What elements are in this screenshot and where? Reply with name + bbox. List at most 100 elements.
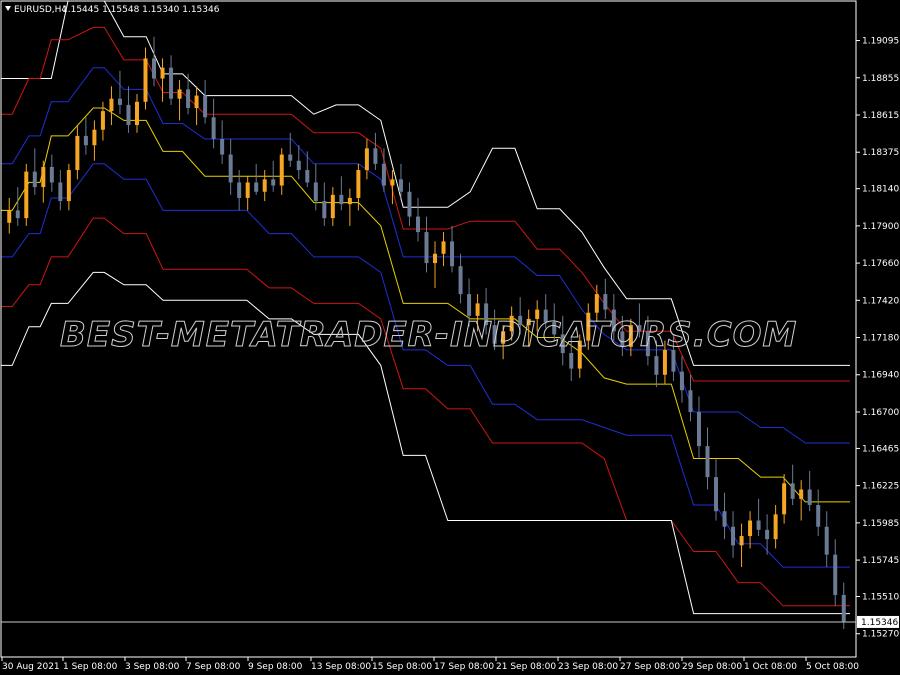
candle [594, 284, 599, 323]
y-tick-label: 1.16700 [862, 408, 899, 418]
candle [841, 582, 846, 630]
candle [501, 325, 506, 360]
current-price-marker: 1.15346 [1, 615, 899, 628]
candle-body [637, 325, 642, 332]
candle [782, 474, 787, 524]
candle [177, 80, 182, 121]
y-tick-label: 1.17420 [862, 296, 899, 306]
x-tick-label: 7 Sep 08:00 [186, 662, 241, 672]
candle [305, 151, 310, 188]
candle-body [109, 98, 114, 112]
watermark-text: BEST-METATRADER-INDICATORS.COM [60, 315, 797, 355]
candle [220, 120, 225, 164]
candle-body [799, 489, 804, 499]
candle [271, 160, 276, 192]
candle-body [262, 179, 267, 192]
y-tick-label: 1.18140 [862, 185, 899, 195]
candle-body [756, 520, 761, 530]
candle-body [32, 171, 37, 188]
candle-body [714, 477, 719, 512]
candle [262, 170, 267, 202]
candle-body [696, 411, 701, 447]
candle [807, 470, 812, 512]
y-tick-label: 1.17900 [862, 222, 899, 232]
candle-body [501, 331, 506, 344]
candle [203, 80, 208, 124]
candle-body [620, 331, 625, 347]
candle [245, 176, 250, 211]
candle [722, 492, 727, 540]
x-tick-label: 30 Aug 2021 [2, 662, 60, 672]
candle-body [373, 148, 378, 164]
candle [398, 163, 403, 198]
x-tick-label: 13 Sep 08:00 [311, 662, 371, 672]
triangle-down-icon [5, 6, 11, 11]
candle-body [603, 294, 608, 310]
candle-body [169, 67, 174, 99]
candle [526, 309, 531, 347]
y-tick-label: 1.15745 [862, 556, 899, 566]
x-axis[interactable]: 30 Aug 2021 1 Sep 08:00 3 Sep 08:00 7 Sep 0… [1, 657, 859, 672]
band-line-red-lower [1, 217, 850, 607]
candle-body [450, 241, 455, 267]
candle-body [117, 98, 122, 105]
y-axis[interactable]: 1.19095 1.18855 1.18615 1.18375 1.18140 1.179… [856, 37, 899, 640]
y-tick-label: 1.15270 [862, 630, 899, 640]
x-tick-label: 29 Sep 08:00 [682, 662, 742, 672]
candle-body [296, 160, 301, 171]
candle [186, 73, 191, 115]
candle-body [194, 95, 199, 109]
candle [83, 117, 88, 155]
candle [347, 188, 352, 226]
candle-body [126, 104, 131, 126]
candle-body [356, 170, 361, 198]
candle [484, 287, 489, 335]
candle [169, 55, 174, 105]
candle [41, 160, 46, 203]
x-tick-label: 3 Sep 08:00 [125, 662, 180, 672]
candle [475, 294, 480, 332]
candle [458, 253, 463, 304]
candle-body [739, 536, 744, 546]
y-tick-label: 1.18375 [862, 148, 899, 158]
candle-body [134, 101, 139, 126]
candle [679, 356, 684, 403]
candle-body [15, 210, 20, 219]
candle-body [475, 303, 480, 316]
candle [824, 511, 829, 568]
x-tick-label: 17 Sep 08:00 [434, 662, 494, 672]
candle-body [322, 201, 327, 219]
candle [552, 303, 557, 341]
candle [228, 139, 233, 195]
candle [705, 427, 710, 490]
y-tick-label: 1.16940 [862, 371, 899, 381]
y-tick-label: 1.15985 [862, 519, 899, 529]
candle [364, 139, 369, 180]
candle-body [364, 148, 369, 171]
candle [492, 309, 497, 350]
candle-body [773, 514, 778, 540]
candle-body [49, 166, 54, 183]
candle-body [509, 315, 514, 332]
candle-body [381, 163, 386, 186]
chart-symbol: EURUSD,H4 [14, 5, 67, 15]
candle-body [7, 210, 12, 223]
candle-body [611, 309, 616, 332]
candle [49, 154, 54, 192]
candle-body [662, 349, 667, 375]
candle [390, 170, 395, 205]
candle [24, 163, 29, 226]
candle [134, 94, 139, 133]
candle-body [41, 166, 46, 188]
candle [714, 458, 719, 521]
candle-body [688, 390, 693, 412]
y-tick-label: 1.19095 [862, 37, 899, 47]
candle [731, 511, 736, 558]
candle-body [492, 325, 497, 344]
candle-body [305, 170, 310, 183]
candle [296, 145, 301, 180]
candle-body [782, 483, 787, 515]
candle-body [186, 89, 191, 109]
